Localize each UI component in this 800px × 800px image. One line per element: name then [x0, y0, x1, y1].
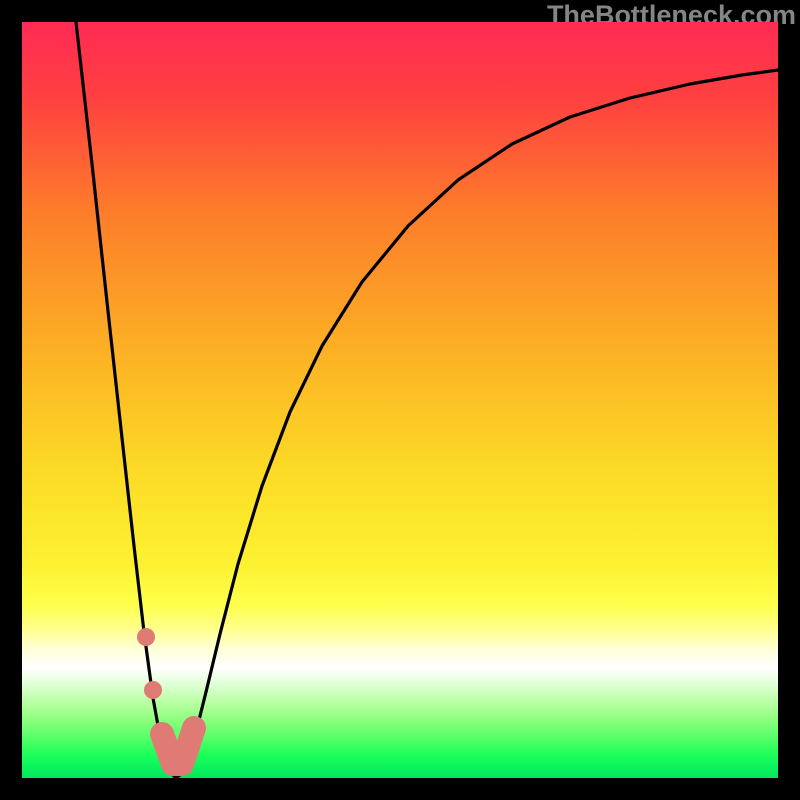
plot-area	[22, 22, 778, 778]
chart-svg	[22, 22, 778, 778]
chart-frame: TheBottleneck.com	[0, 0, 800, 800]
